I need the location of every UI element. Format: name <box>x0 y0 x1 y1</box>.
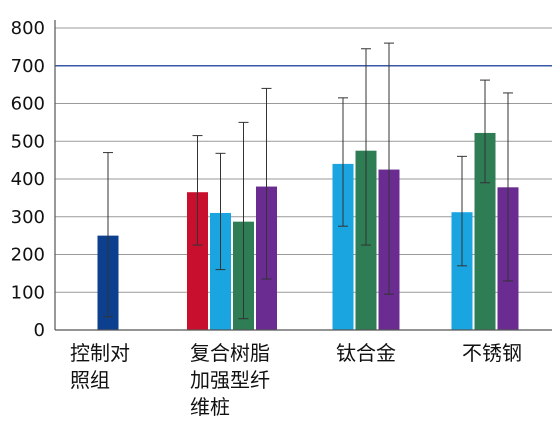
bar <box>332 163 354 330</box>
bar <box>187 192 208 330</box>
x-category-label: 维桩 <box>190 395 230 419</box>
x-category-label: 加强型纤 <box>190 368 270 392</box>
x-category-label: 钛合金 <box>336 341 396 365</box>
bars <box>97 132 519 330</box>
x-category-label: 控制对 <box>70 341 130 365</box>
y-tick-label: 0 <box>34 320 45 341</box>
y-tick-label: 600 <box>11 94 45 115</box>
y-tick-label: 200 <box>11 245 45 266</box>
bar <box>474 132 496 330</box>
y-tick-label: 100 <box>11 282 45 303</box>
y-tick-label: 700 <box>11 56 45 77</box>
y-axis-ticks: 0 100 200 300 400 500 600 700 800 <box>11 18 45 341</box>
y-tick-label: 800 <box>11 18 45 39</box>
y-tick-label: 400 <box>11 169 45 190</box>
bar <box>451 212 473 330</box>
bar <box>210 212 231 330</box>
x-category-label: 复合树脂 <box>190 341 270 365</box>
x-category-label: 不锈钢 <box>462 341 522 365</box>
axes <box>54 20 552 331</box>
y-tick-label: 500 <box>11 131 45 152</box>
error-bars <box>103 42 513 320</box>
x-category-label: 照组 <box>70 368 110 392</box>
y-tick-label: 300 <box>11 207 45 228</box>
